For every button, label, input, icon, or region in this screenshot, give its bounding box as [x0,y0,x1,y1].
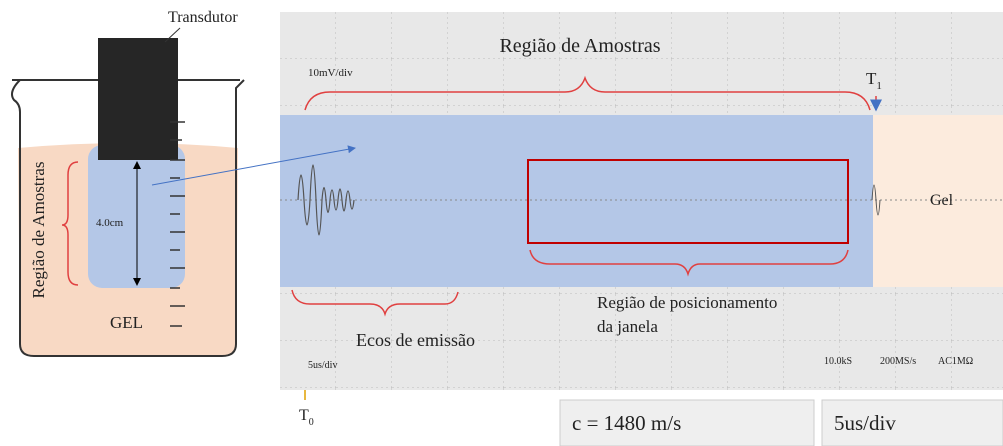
medium-label: GEL [110,313,143,332]
gel-label: Gel [930,192,954,209]
top-brace [304,75,871,111]
side-label: Região de Amostras [29,162,48,299]
volts-per-div: 10mV/div [308,67,353,79]
readout-box [559,399,815,446]
beaker: Transdutor 4.0cm GEL Região de Amostras [11,9,356,357]
window-label-2: da janela [597,317,658,336]
t1-label: T1 [866,69,882,92]
transducer-label: Transdutor [168,9,238,26]
mapping-arrow [151,145,356,186]
distance-label: 4.0cm [96,217,124,229]
scope-screen: Região de Amostras 10mV/div T1 Gel Regiã… [280,12,1003,428]
reflection-waveform [871,184,881,216]
text-part: 1 [876,80,882,92]
text-part: T [299,407,309,424]
side-brace [61,161,79,286]
gel-region [873,115,1003,287]
sample-region [280,115,873,287]
transducer-pointer [164,27,181,43]
echo-label: Ecos de emissão [356,330,475,350]
t0-label: T0 [299,407,314,428]
text-part: T [866,69,877,88]
text-part: 0 [309,417,314,428]
time-readout: 5us/div [834,411,896,435]
samples: 10.0kS [824,356,852,367]
window-label-1: Região de posicionamento [597,293,777,312]
transducer [98,38,178,160]
rate: 200MS/s [880,356,916,367]
time-per-div: 5us/div [308,360,337,371]
window-brace [529,249,849,277]
speed-readout: c = 1480 m/s [572,411,681,435]
top-label: Região de Amostras [499,35,660,57]
readout-box [821,399,1003,446]
echo-waveform [297,164,355,236]
coupling: AC1MΩ [938,356,973,367]
graduations [170,121,185,327]
window-rect [527,159,849,244]
echo-brace [291,289,459,317]
